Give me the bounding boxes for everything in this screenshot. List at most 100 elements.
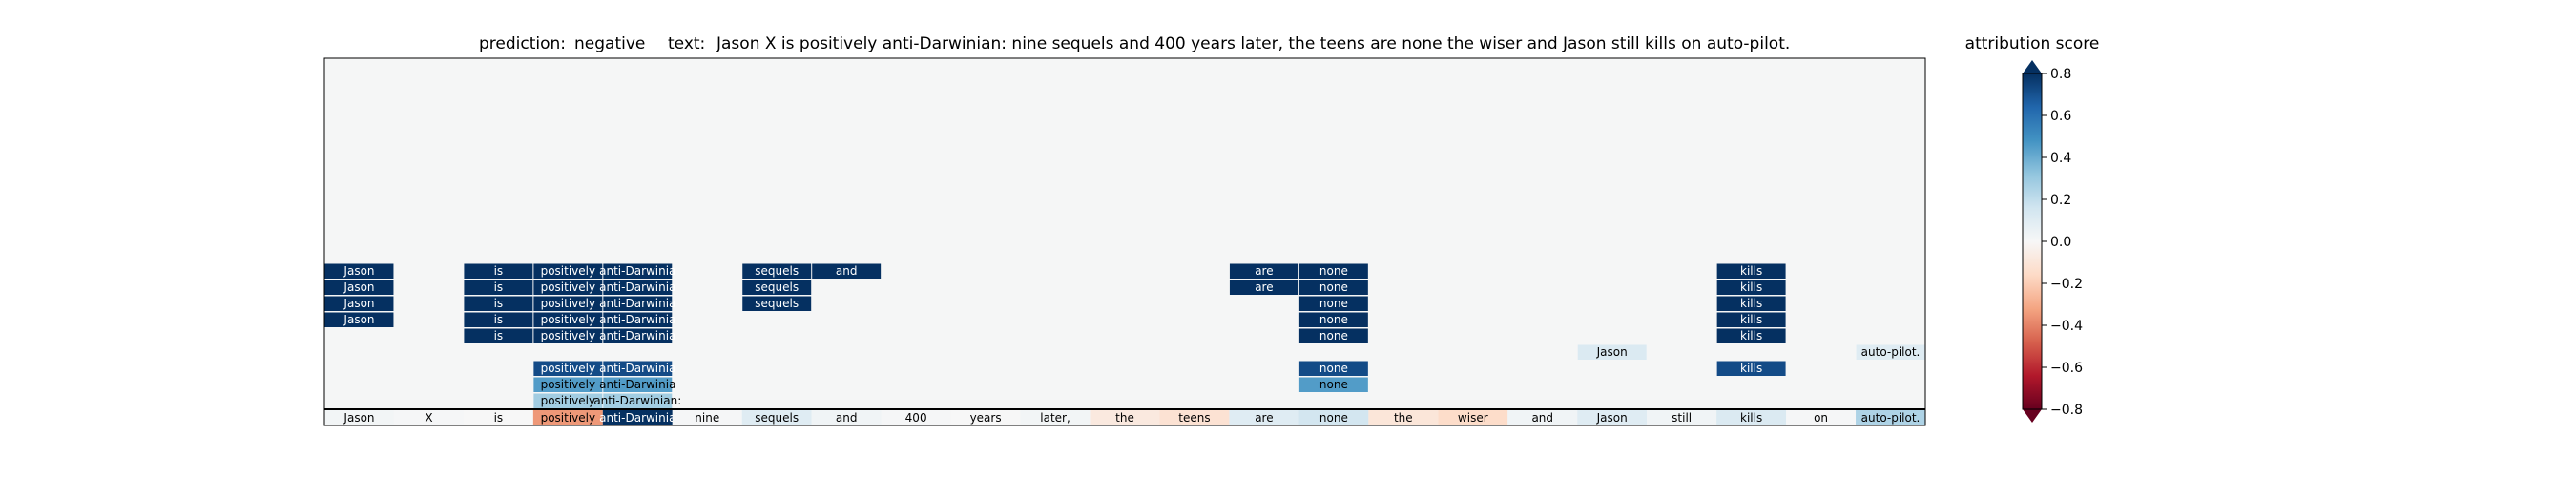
token-cell — [1438, 409, 1508, 425]
token-cell — [950, 409, 1021, 425]
attribution-cell — [1298, 377, 1368, 392]
token-label: is — [494, 411, 504, 425]
attribution-cell — [742, 263, 812, 279]
token-label: X — [425, 411, 432, 425]
attribution-cell — [1716, 263, 1786, 279]
attribution-cell-label: is — [494, 313, 504, 326]
token-cell — [1786, 409, 1857, 425]
attribution-cell — [324, 263, 394, 279]
attribution-cell-label: Jason — [343, 280, 374, 294]
token-label: nine — [695, 411, 719, 425]
text-value: Jason X is positively anti-Darwinian: ni… — [716, 34, 1790, 53]
token-label: auto-pilot. — [1861, 411, 1921, 425]
attribution-cell — [1298, 361, 1368, 376]
attribution-cell-label: positively — [541, 394, 596, 407]
attribution-cell — [324, 312, 394, 327]
attribution-cell — [1298, 263, 1368, 279]
attribution-cell — [603, 280, 673, 295]
attribution-cell-label: none — [1319, 329, 1348, 342]
token-label: positively — [541, 411, 596, 425]
token-cell — [1856, 409, 1925, 425]
attribution-cell-label: positively — [541, 362, 596, 375]
attribution-cell — [533, 280, 603, 295]
token-label: wiser — [1458, 411, 1488, 425]
colorbar-tick-label: 0.8 — [2050, 67, 2071, 82]
attribution-cell-label: kills — [1740, 264, 1762, 278]
attribution-cell-label: sequels — [755, 280, 799, 294]
attribution-cell-label: is — [494, 297, 504, 310]
attribution-cell — [464, 296, 533, 311]
token-cell — [1507, 409, 1578, 425]
attribution-cell-label: positively — [541, 329, 596, 342]
token-cell — [741, 409, 812, 425]
colorbar-tick-label: −0.8 — [2050, 403, 2083, 418]
attribution-cell — [603, 312, 673, 327]
attribution-cell-label: sequels — [755, 264, 799, 278]
attribution-cell — [812, 263, 882, 279]
attribution-cell — [1229, 263, 1298, 279]
token-cell — [1716, 409, 1787, 425]
colorbar-tick-label: −0.4 — [2050, 319, 2083, 334]
token-cell — [881, 409, 951, 425]
attribution-cell-label: sequels — [755, 297, 799, 310]
token-label: teens — [1178, 411, 1210, 425]
token-label: still — [1672, 411, 1692, 425]
attribution-cell — [1716, 280, 1786, 295]
token-label: on — [1814, 411, 1828, 425]
attribution-cell-label: kills — [1740, 329, 1762, 342]
attribution-cell — [1298, 280, 1368, 295]
attribution-cell — [1298, 296, 1368, 311]
attribution-cell — [1716, 312, 1786, 327]
attribution-cell-label: none — [1319, 362, 1348, 375]
token-label: and — [1531, 411, 1553, 425]
attribution-cell-label: Jason — [1596, 345, 1628, 359]
colorbar-tick-label: 0.6 — [2050, 109, 2071, 124]
attribution-cell-label: anti-Darwinia — [599, 297, 675, 310]
attribution-cell-label: none — [1319, 378, 1348, 391]
attribution-cell — [1298, 328, 1368, 343]
attribution-cell-label: kills — [1740, 313, 1762, 326]
attribution-cell — [533, 312, 603, 327]
colorbar-tick-label: 0.0 — [2050, 235, 2071, 250]
colorbar-label: attribution score — [1965, 34, 2100, 53]
attribution-cell-label: kills — [1740, 280, 1762, 294]
attribution-cell — [1856, 344, 1925, 360]
token-label: the — [1394, 411, 1413, 425]
colorbar-max-extension — [2023, 60, 2042, 73]
attribution-cell — [1716, 296, 1786, 311]
attribution-cell — [533, 377, 603, 392]
token-label: and — [836, 411, 858, 425]
token-label: 400 — [905, 411, 927, 425]
token-cell — [532, 409, 603, 425]
token-cell — [324, 409, 394, 425]
token-cell — [1577, 409, 1648, 425]
token-cell — [1159, 409, 1230, 425]
token-label: Jason — [1596, 411, 1628, 425]
token-cell — [602, 409, 673, 425]
token-cell — [1229, 409, 1299, 425]
attribution-cell-label: anti-Darwinia — [599, 313, 675, 326]
attribution-cell-label: Jason — [343, 313, 374, 326]
colorbar-tick-label: 0.4 — [2050, 151, 2071, 166]
attribution-cell-label: and — [836, 264, 858, 278]
attribution-cell-label: positively — [541, 313, 596, 326]
attribution-cell-label: anti-Darwinia — [599, 362, 675, 375]
token-label: are — [1255, 411, 1273, 425]
attribution-cell-label: positively — [541, 264, 596, 278]
attribution-cell-label: are — [1255, 280, 1273, 294]
prediction-value: negative — [574, 34, 645, 53]
attribution-cell — [464, 263, 533, 279]
attribution-cell-label: kills — [1740, 297, 1762, 310]
attribution-cell-label: anti-Darwinia — [599, 280, 675, 294]
token-cell — [672, 409, 742, 425]
colorbar-tick-label: 0.2 — [2050, 193, 2071, 208]
attribution-cell — [603, 361, 673, 376]
attribution-cell-label: positively — [541, 280, 596, 294]
chart-title: prediction: negative text: Jason X is po… — [479, 34, 1790, 53]
attribution-cell — [464, 280, 533, 295]
colorbar-min-extension — [2023, 409, 2042, 423]
colorbar-gradient — [2023, 73, 2042, 409]
attribution-cell-label: positively — [541, 297, 596, 310]
attribution-cell — [533, 393, 603, 408]
